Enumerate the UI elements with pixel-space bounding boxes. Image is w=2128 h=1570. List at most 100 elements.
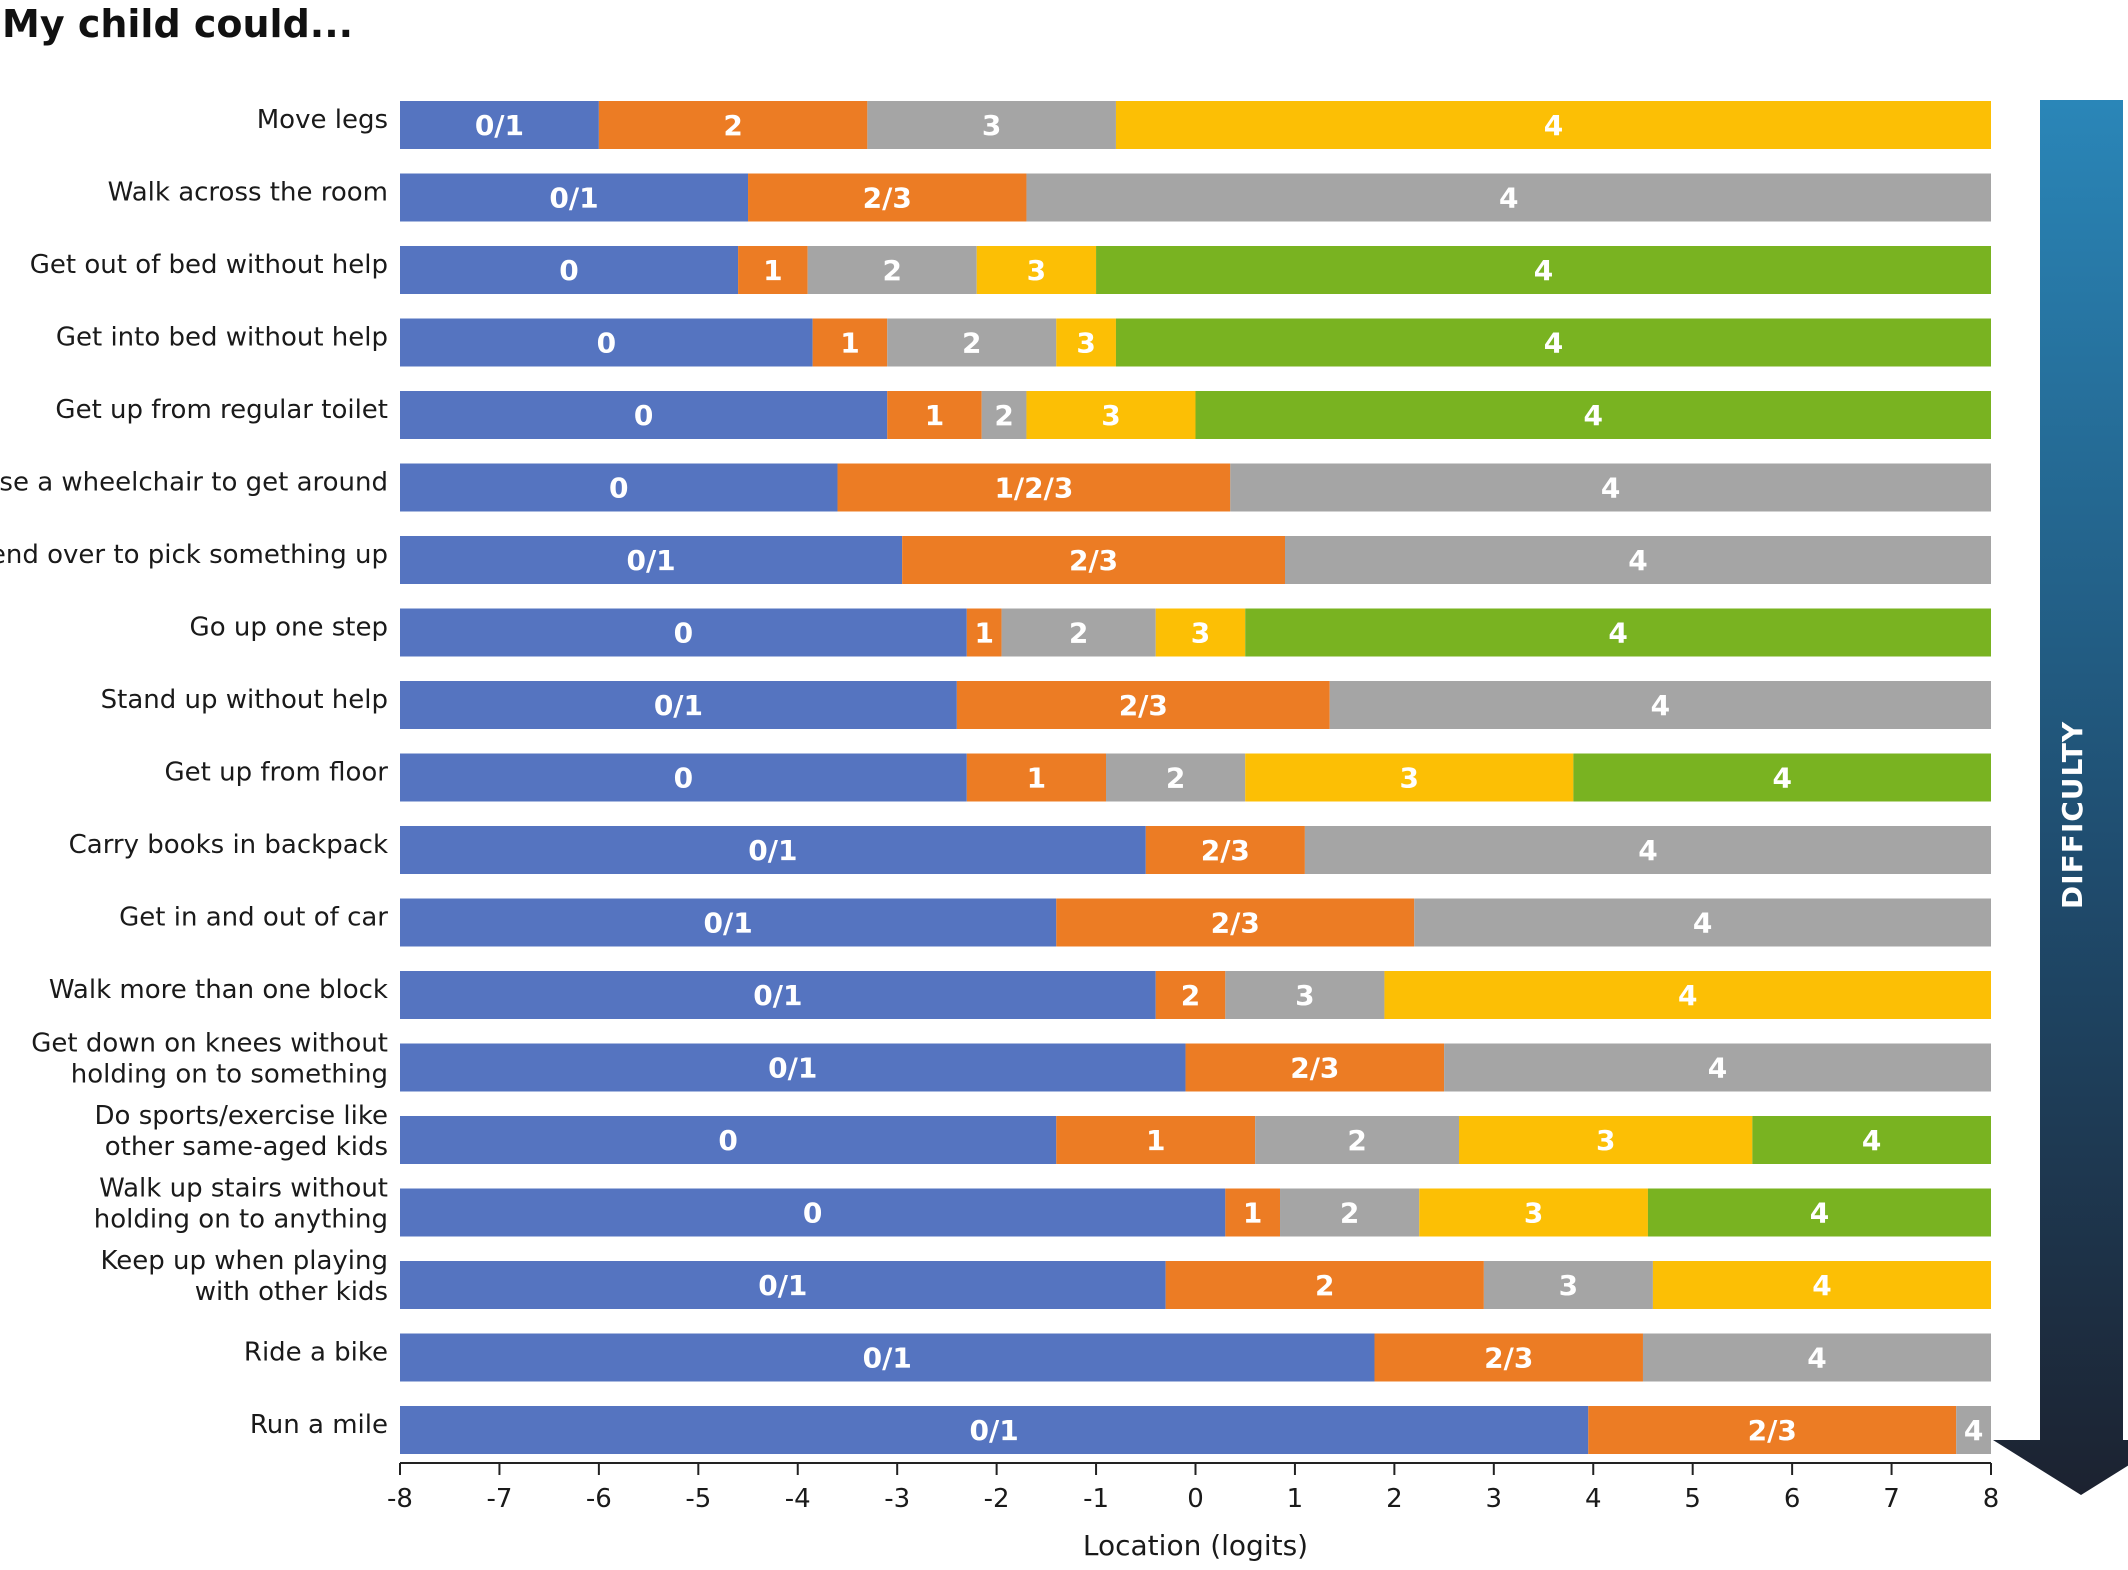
segment-label: 4 <box>1693 907 1712 940</box>
bar-row: 0/1 2/3 4 <box>400 1406 1991 1454</box>
x-tick-label: 3 <box>1486 1484 1503 1514</box>
segment-label: 1 <box>1027 762 1046 795</box>
bar-segment <box>966 608 1002 657</box>
bar-row: 0/1 2/3 4 <box>400 1333 1991 1382</box>
segment-label: 0 <box>803 1197 822 1230</box>
difficulty-arrow-shape <box>1993 100 2128 1495</box>
bar-segment <box>1652 1261 1991 1309</box>
segment-label: 3 <box>1191 617 1210 650</box>
bar-segment <box>1225 1188 1281 1237</box>
bar-segment <box>1284 536 1991 584</box>
bar-segment <box>400 971 1156 1019</box>
bar-segment <box>1115 101 1991 149</box>
bar-segment <box>400 246 739 294</box>
segment-label: 1/2/3 <box>994 472 1073 505</box>
bar-row: 0/1 2/3 4 <box>400 898 1991 947</box>
bar-segment <box>1374 1333 1643 1382</box>
segment-label: 4 <box>1862 1124 1881 1157</box>
bar-segment <box>1056 898 1415 947</box>
segment-label: 4 <box>1812 1269 1831 1302</box>
bar-segment <box>400 1406 1589 1454</box>
segment-label: 4 <box>1964 1414 1983 1447</box>
bar-segment <box>400 318 813 367</box>
segment-label: 4 <box>1499 182 1518 215</box>
category-label: Carry books in backpack <box>69 830 388 860</box>
category-labels: Move legs Walk across the room Get out of … <box>0 105 388 1440</box>
category-label: Get up from regular toilet <box>55 395 388 425</box>
segment-label: 0/1 <box>970 1414 1019 1447</box>
x-tick-label: -5 <box>685 1484 711 1514</box>
bar-segment <box>400 1333 1375 1382</box>
bar-segment <box>1419 1188 1648 1237</box>
x-tick-label: -8 <box>387 1484 413 1514</box>
x-tick-label: 0 <box>1187 1484 1204 1514</box>
segment-label: 2 <box>1315 1269 1334 1302</box>
segment-label: 2/3 <box>1119 689 1168 722</box>
bar-segment <box>400 1188 1226 1237</box>
category-label: Get into bed without help <box>56 323 388 353</box>
x-tick-label: 4 <box>1585 1484 1602 1514</box>
segment-label: 1 <box>925 399 944 432</box>
segment-label: 4 <box>1628 544 1647 577</box>
bar-segment <box>1483 1261 1653 1309</box>
category-label: with other kids <box>195 1277 388 1307</box>
category-label: Ride a bike <box>244 1338 388 1368</box>
bar-segment <box>1459 1116 1753 1164</box>
category-label: Walk up stairs without <box>99 1174 388 1204</box>
x-tick-label: -2 <box>984 1484 1010 1514</box>
bar-row: 0/1 2 3 4 <box>400 101 1991 149</box>
bar-segment <box>1155 608 1246 657</box>
bar-segment <box>807 246 977 294</box>
x-tick-label: 6 <box>1784 1484 1801 1514</box>
bar-segment <box>400 681 957 729</box>
segment-label: 3 <box>1559 1269 1578 1302</box>
x-tick-label: -1 <box>1083 1484 1109 1514</box>
x-tick-label: -4 <box>785 1484 811 1514</box>
segment-label: 4 <box>1772 762 1791 795</box>
bar-row: 0/1 2/3 4 <box>400 173 1991 222</box>
segment-label: 0 <box>609 472 628 505</box>
segment-label: 0/1 <box>475 109 524 142</box>
segment-label: 0 <box>559 254 578 287</box>
bar-segment <box>738 246 808 294</box>
bar-segment <box>1096 246 1991 294</box>
bar-segment <box>400 101 599 149</box>
bar-segment <box>1230 463 1991 512</box>
segment-label: 2/3 <box>863 182 912 215</box>
bar-segment <box>1414 898 1991 947</box>
bar-segment <box>400 173 749 222</box>
segment-label: 0/1 <box>748 834 797 867</box>
bar-segment <box>1642 1333 1991 1382</box>
bar-row: 0 1 2 3 4 <box>400 753 1991 802</box>
bar-segment <box>400 1261 1166 1309</box>
category-label: holding on to anything <box>94 1205 388 1235</box>
bar-row: 0/1 2/3 4 <box>400 826 1991 874</box>
segment-label: 0/1 <box>758 1269 807 1302</box>
segment-label: 0 <box>674 617 693 650</box>
category-label: Go up one step <box>190 613 388 643</box>
bar-segment <box>1384 971 1991 1019</box>
segment-label: 4 <box>1601 472 1620 505</box>
bar-segment <box>981 391 1027 439</box>
segment-label: 2 <box>994 399 1013 432</box>
segment-label: 2/3 <box>1290 1052 1339 1085</box>
bar-segment <box>400 898 1057 947</box>
x-tick-label: -7 <box>486 1484 512 1514</box>
bar-row: 0 1 2 3 4 <box>400 391 1991 439</box>
segment-label: 4 <box>1608 617 1627 650</box>
category-label: Run a mile <box>250 1410 388 1440</box>
bar-segment <box>837 463 1231 512</box>
bar-segment <box>1245 608 1991 657</box>
bar-segment <box>887 391 982 439</box>
segment-label: 2 <box>1347 1124 1366 1157</box>
category-label: Get in and out of car <box>119 903 388 933</box>
segment-label: 4 <box>1638 834 1657 867</box>
bar-segment <box>748 173 1027 222</box>
x-tick-label: -6 <box>586 1484 612 1514</box>
x-tick-label: -3 <box>884 1484 910 1514</box>
difficulty-arrow: DIFFICULTY <box>1993 100 2128 1495</box>
category-label: Walk across the room <box>108 178 388 208</box>
category-label: Use a wheelchair to get around <box>0 468 388 498</box>
segment-label: 0/1 <box>863 1342 912 1375</box>
bar-segment <box>1145 826 1305 874</box>
